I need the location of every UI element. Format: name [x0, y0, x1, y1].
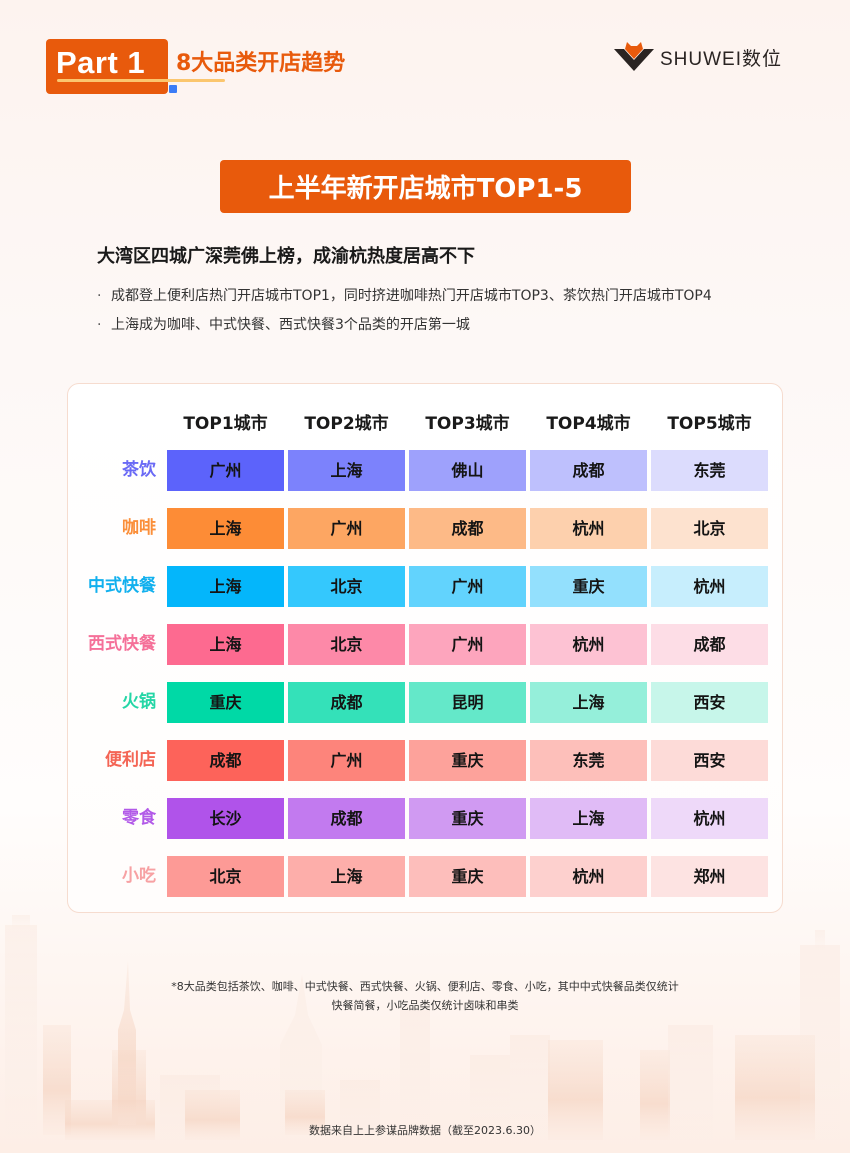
table-cell-city: 上海 [167, 624, 284, 665]
brand-logo: SHUWEI数位 [614, 40, 782, 74]
column-header: TOP5城市 [667, 414, 752, 434]
row-label-category: 便利店 [105, 750, 156, 770]
table-cell-city: 杭州 [651, 798, 768, 839]
table-cell-city: 佛山 [409, 450, 526, 491]
bullet-item: · 上海成为咖啡、中式快餐、西式快餐3个品类的开店第一城 [97, 311, 712, 340]
bullet-marker: · [97, 288, 102, 304]
table-cell-city: 广州 [409, 566, 526, 607]
table-cell-city: 成都 [530, 450, 647, 491]
footnote: *8大品类包括茶饮、咖啡、中式快餐、西式快餐、火锅、便利店、零食、小吃，其中中式… [0, 977, 850, 1015]
table-cell-city: 重庆 [409, 798, 526, 839]
table-cell-city: 上海 [167, 566, 284, 607]
data-source: 数据来自上上参谋品牌数据（截至2023.6.30） [309, 1124, 541, 1137]
table-cell-city: 重庆 [530, 566, 647, 607]
table-cell-city: 广州 [167, 450, 284, 491]
bullet-text: 上海成为咖啡、中式快餐、西式快餐3个品类的开店第一城 [111, 317, 470, 333]
table-cell-city: 成都 [651, 624, 768, 665]
headline: 大湾区四城广深莞佛上榜，成渝杭热度居高不下 [97, 246, 475, 267]
table-cell-city: 广州 [288, 740, 405, 781]
city-skyline-illustration [5, 915, 840, 1140]
table-cell-city: 重庆 [167, 682, 284, 723]
bullet-list: · 成都登上便利店热门开店城市TOP1，同时挤进咖啡热门开店城市TOP3、茶饮热… [97, 282, 712, 340]
column-header: TOP4城市 [546, 414, 631, 434]
table-cell-city: 上海 [288, 856, 405, 897]
table-cell-city: 成都 [409, 508, 526, 549]
header-accent-dot [169, 85, 177, 93]
row-label-category: 火锅 [122, 692, 156, 712]
row-label-category: 小吃 [122, 866, 156, 886]
table-cell-city: 上海 [530, 798, 647, 839]
table-cell-city: 西安 [651, 682, 768, 723]
bullet-item: · 成都登上便利店热门开店城市TOP1，同时挤进咖啡热门开店城市TOP3、茶饮热… [97, 282, 712, 311]
row-label-category: 茶饮 [122, 460, 156, 480]
page-banner: 上半年新开店城市TOP1-5 [220, 160, 631, 213]
row-label-category: 中式快餐 [88, 576, 156, 596]
table-cell-city: 北京 [288, 624, 405, 665]
table-cell-city: 杭州 [530, 856, 647, 897]
part-badge: Part 1 [46, 39, 168, 94]
table-cell-city: 成都 [288, 798, 405, 839]
table-cell-city: 郑州 [651, 856, 768, 897]
bullet-marker: · [97, 317, 102, 333]
table-cell-city: 昆明 [409, 682, 526, 723]
fox-icon [614, 42, 654, 71]
row-label-category: 西式快餐 [88, 634, 156, 654]
part-label: Part 1 [56, 45, 146, 80]
table-cell-city: 东莞 [530, 740, 647, 781]
table-cell-city: 成都 [167, 740, 284, 781]
table-cell-city: 重庆 [409, 856, 526, 897]
table-cell-city: 东莞 [651, 450, 768, 491]
table-cell-city: 上海 [530, 682, 647, 723]
table-cell-city: 成都 [288, 682, 405, 723]
table-cell-city: 长沙 [167, 798, 284, 839]
column-header: TOP1城市 [183, 414, 268, 434]
section-title: 8大品类开店趋势 [176, 51, 346, 76]
table-cell-city: 杭州 [651, 566, 768, 607]
table-cell-city: 北京 [651, 508, 768, 549]
column-header: TOP2城市 [304, 414, 389, 434]
footnote-line: 快餐简餐，小吃品类仅统计卤味和串类 [331, 999, 519, 1012]
table-cell-city: 上海 [288, 450, 405, 491]
row-label-category: 零食 [122, 808, 156, 828]
table-cell-city: 杭州 [530, 624, 647, 665]
header-underline [57, 79, 225, 82]
table-cell-city: 北京 [167, 856, 284, 897]
table-cell-city: 广州 [409, 624, 526, 665]
logo-text: SHUWEI数位 [660, 48, 783, 70]
table-cell-city: 杭州 [530, 508, 647, 549]
row-label-category: 咖啡 [122, 518, 156, 538]
table-cell-city: 上海 [167, 508, 284, 549]
table-cell-city: 西安 [651, 740, 768, 781]
bullet-text: 成都登上便利店热门开店城市TOP1，同时挤进咖啡热门开店城市TOP3、茶饮热门开… [111, 288, 712, 304]
table-cell-city: 广州 [288, 508, 405, 549]
column-header: TOP3城市 [425, 414, 510, 434]
footnote-line: *8大品类包括茶饮、咖啡、中式快餐、西式快餐、火锅、便利店、零食、小吃，其中中式… [171, 980, 679, 993]
table-cell-city: 北京 [288, 566, 405, 607]
table-cell-city: 重庆 [409, 740, 526, 781]
